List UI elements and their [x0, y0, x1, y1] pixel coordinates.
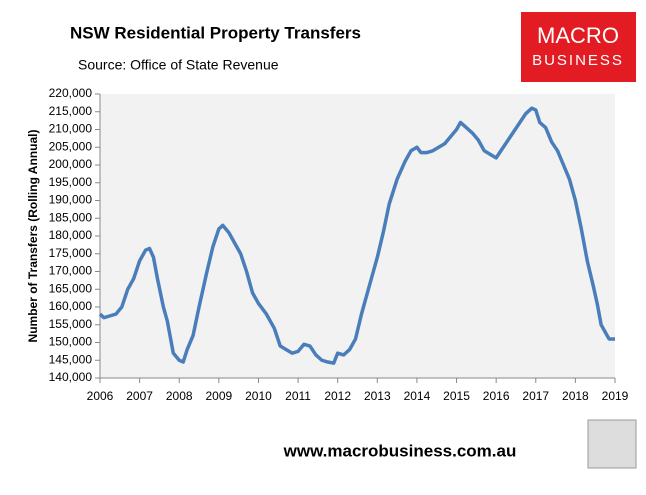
y-tick-label: 195,000	[49, 175, 93, 189]
footer-url: www.macrobusiness.com.au	[283, 441, 517, 460]
logo-box	[521, 12, 636, 82]
y-tick-label: 180,000	[49, 228, 93, 242]
x-tick-label: 2016	[483, 389, 510, 403]
x-tick-label: 2008	[166, 389, 193, 403]
y-axis-title: Number of Transfers (Rolling Annual)	[26, 130, 40, 343]
x-tick-label: 2019	[602, 389, 629, 403]
data-line	[98, 106, 615, 365]
x-tick-label: 2014	[404, 389, 431, 403]
y-tick-label: 175,000	[49, 246, 93, 260]
y-tick-label: 160,000	[49, 299, 93, 313]
y-tick-label: 215,000	[49, 104, 93, 118]
y-tick-label: 190,000	[49, 193, 93, 207]
x-tick-label: 2017	[522, 389, 549, 403]
y-tick-label: 150,000	[49, 335, 93, 349]
y-tick-label: 165,000	[49, 281, 93, 295]
y-tick-label: 145,000	[49, 352, 93, 366]
x-tick-label: 2006	[87, 389, 114, 403]
y-tick-label: 220,000	[49, 86, 93, 100]
y-tick-label: 155,000	[49, 317, 93, 331]
y-tick-label: 205,000	[49, 139, 93, 153]
logo-text: MACRO	[537, 23, 619, 48]
chart-subtitle: Source: Office of State Revenue	[78, 57, 279, 73]
x-tick-label: 2018	[562, 389, 589, 403]
y-tick-label: 185,000	[49, 210, 93, 224]
y-tick-label: 140,000	[49, 370, 93, 384]
logo-image	[587, 419, 637, 469]
x-tick-label: 2015	[443, 389, 470, 403]
x-tick-label: 2009	[205, 389, 232, 403]
x-tick-label: 2011	[285, 389, 311, 403]
x-tick-label: 2010	[245, 389, 272, 403]
y-tick-label: 200,000	[49, 157, 93, 171]
y-tick-label: 170,000	[49, 264, 93, 278]
x-tick-label: 2007	[126, 389, 153, 403]
chart-title: NSW Residential Property Transfers	[70, 23, 361, 42]
x-tick-label: 2012	[324, 389, 351, 403]
logo-text: BUSINESS	[532, 52, 624, 69]
y-tick-label: 210,000	[49, 122, 93, 136]
x-tick-label: 2013	[364, 389, 391, 403]
